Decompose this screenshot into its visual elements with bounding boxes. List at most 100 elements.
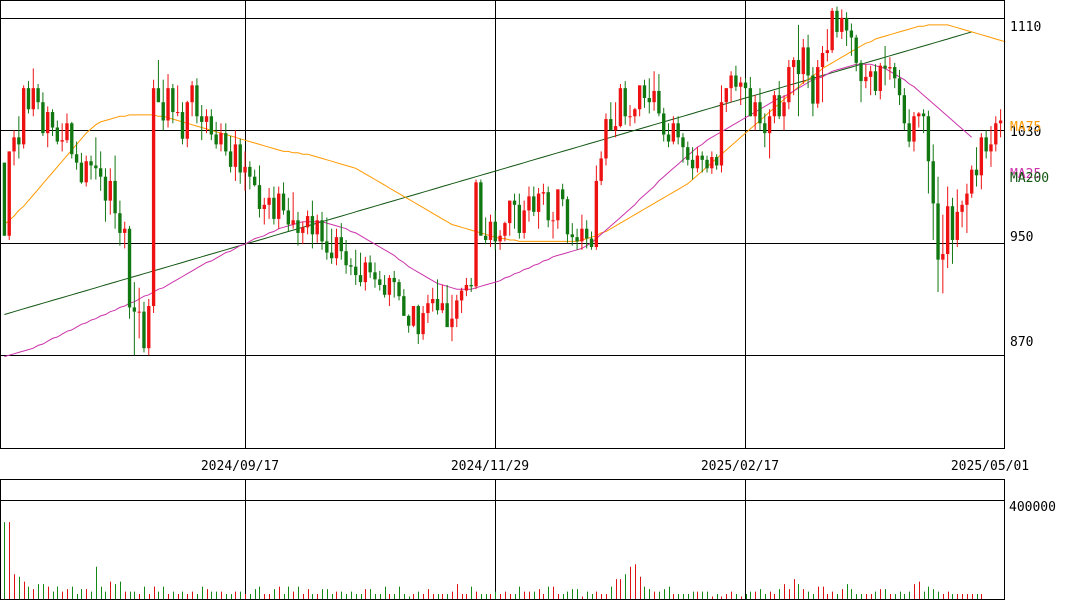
candle-body [180, 112, 185, 139]
candle [864, 64, 868, 89]
candle [320, 211, 324, 250]
candle [46, 106, 50, 148]
candle-body [493, 221, 497, 242]
candle [108, 168, 112, 215]
candle-body [349, 265, 353, 267]
candle [142, 301, 146, 353]
candle-body [883, 65, 887, 69]
candle-body [657, 90, 661, 114]
candle [844, 12, 849, 46]
candle [17, 116, 21, 159]
candle [527, 186, 531, 222]
candle-body [498, 235, 502, 242]
candle [248, 161, 252, 190]
candle-body [950, 206, 955, 240]
candle-body [686, 147, 690, 160]
candle [989, 126, 993, 167]
candle [979, 133, 984, 190]
candle [382, 275, 387, 298]
candle-body [796, 60, 801, 75]
candle [74, 141, 79, 170]
candle [175, 85, 180, 117]
candle-body [960, 204, 964, 212]
candle-body [267, 197, 271, 205]
candle [277, 186, 281, 229]
candle-body [714, 157, 719, 166]
candle-body [921, 113, 926, 117]
candle-body [195, 85, 199, 117]
candle [89, 155, 93, 180]
candle [233, 130, 238, 181]
candle [243, 151, 247, 191]
candle [190, 81, 194, 117]
candle-body [743, 82, 748, 89]
price-tick-label: 1030 [1010, 125, 1041, 140]
candle [936, 176, 940, 292]
candle [917, 112, 921, 128]
candle-body [74, 154, 79, 163]
candle [291, 192, 295, 229]
candle-body [710, 157, 714, 169]
candle [334, 228, 339, 266]
candle-body [209, 116, 214, 135]
candle-body [844, 17, 849, 31]
candle-body [479, 182, 483, 236]
candle-body [431, 299, 435, 304]
candle [329, 228, 334, 264]
candle [474, 179, 478, 290]
candle-body [483, 235, 488, 240]
candle-body [859, 62, 863, 82]
candle [873, 64, 878, 96]
candle [787, 60, 791, 110]
candle-body [830, 10, 834, 51]
candle [965, 183, 969, 233]
candle [950, 197, 955, 264]
candle-body [676, 123, 680, 138]
date-label: 2025/02/17 [701, 459, 779, 474]
candle [137, 287, 141, 339]
candle [599, 151, 603, 186]
candle-body [368, 262, 372, 273]
candle [450, 294, 454, 342]
candle [166, 74, 170, 128]
candle [305, 210, 310, 235]
candle-body [238, 144, 242, 173]
candle [883, 45, 887, 86]
candle [816, 60, 820, 108]
candle [41, 92, 45, 136]
candle-body [41, 102, 45, 134]
candle [777, 81, 781, 120]
candle [926, 110, 931, 194]
candle-body [748, 88, 753, 117]
candle [565, 196, 570, 243]
candle-body [21, 88, 26, 145]
candle-body [435, 299, 440, 311]
candle-body [459, 290, 464, 301]
candle [12, 130, 16, 166]
candle-body [820, 53, 825, 68]
candle [931, 144, 935, 240]
candle-body [320, 220, 324, 242]
candle [748, 76, 753, 117]
candle-body [12, 137, 16, 152]
candle [354, 249, 358, 285]
candle [791, 57, 796, 96]
candle-body [406, 315, 411, 326]
candle [888, 57, 892, 80]
candle-body [257, 185, 262, 210]
candle-body [536, 193, 541, 212]
candle [955, 189, 959, 247]
candle [893, 62, 897, 89]
candle [421, 306, 425, 340]
candle [171, 83, 175, 124]
candle [98, 151, 103, 191]
candle-body [387, 277, 392, 295]
candle-body [286, 210, 291, 225]
candle [974, 147, 979, 187]
candle [642, 79, 647, 108]
candle-body [955, 211, 959, 240]
candle [325, 217, 329, 260]
candle [228, 135, 233, 173]
candle-body [974, 169, 979, 176]
candle [113, 155, 117, 229]
